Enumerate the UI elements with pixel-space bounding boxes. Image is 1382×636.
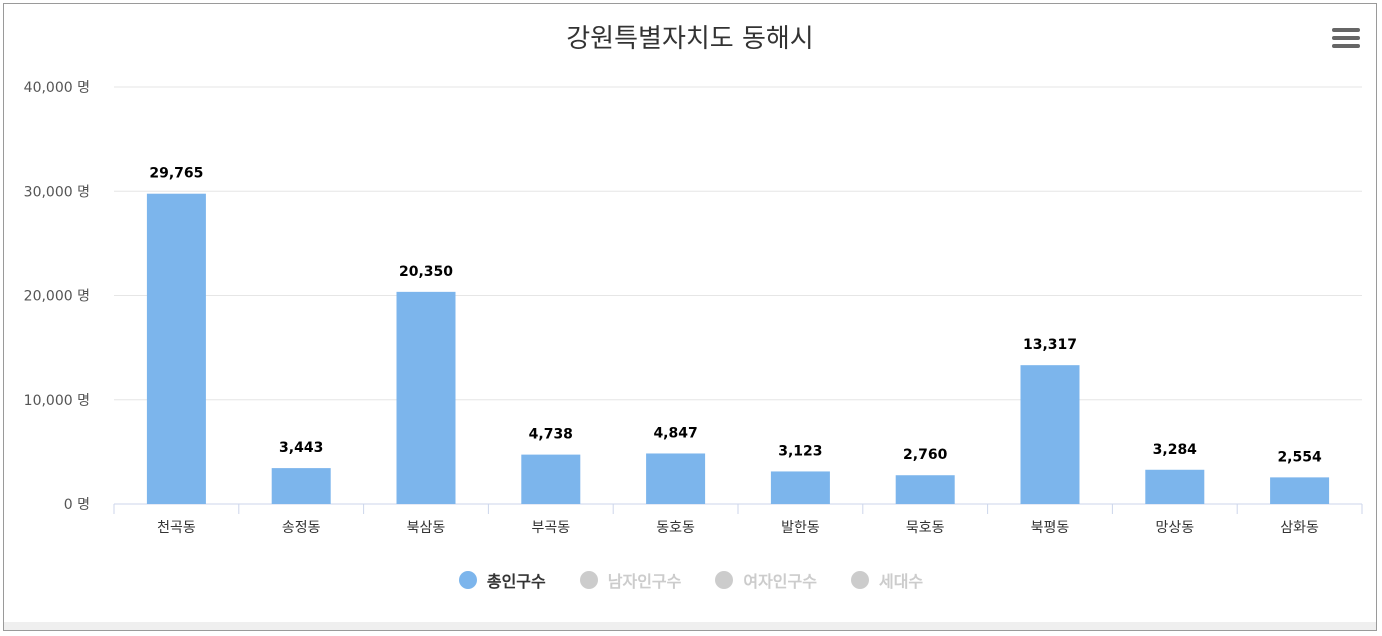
x-tick-label: 발한동 <box>781 520 820 536</box>
data-label: 20,350 <box>399 264 453 280</box>
data-label: 4,738 <box>529 427 573 443</box>
bar <box>646 453 706 504</box>
data-label: 13,317 <box>1023 337 1077 353</box>
data-label: 4,847 <box>653 425 697 441</box>
x-tick-label: 부곡동 <box>531 520 570 536</box>
legend-label: 남자인구수 <box>607 572 682 591</box>
bar <box>1020 365 1080 504</box>
data-label: 3,284 <box>1153 442 1198 458</box>
legend-marker <box>715 571 734 589</box>
legend-item-female-population[interactable]: 여자인구수 <box>715 568 817 592</box>
legend-label: 총인구수 <box>486 572 546 591</box>
chart-title: 강원특별자치도 동해시 <box>566 24 814 54</box>
y-tick-label: 0 명 <box>64 497 90 513</box>
legend-marker <box>850 571 869 589</box>
x-tick-label: 망상동 <box>1155 520 1194 536</box>
bar <box>146 193 206 504</box>
legend-item-male-population[interactable]: 남자인구수 <box>579 568 682 592</box>
legend-label: 세대수 <box>878 572 924 591</box>
bottom-strip <box>4 622 1376 630</box>
data-label: 2,760 <box>903 447 948 463</box>
bar <box>271 468 331 504</box>
y-tick-label: 20,000 명 <box>24 289 90 305</box>
legend-marker <box>579 571 598 589</box>
y-tick-label: 10,000 명 <box>24 393 90 409</box>
x-tick-label: 동호동 <box>656 520 695 536</box>
bar <box>396 291 456 504</box>
data-label: 2,554 <box>1277 449 1322 465</box>
x-tick-label: 천곡동 <box>157 520 196 536</box>
legend-item-households[interactable]: 세대수 <box>850 568 924 592</box>
x-tick-label: 묵호동 <box>906 520 945 536</box>
bar <box>1270 477 1330 504</box>
x-tick-label: 송정동 <box>282 520 321 536</box>
hamburger-menu-icon[interactable] <box>1332 28 1360 54</box>
x-tick-label: 북삼동 <box>407 520 446 536</box>
bar <box>895 475 955 504</box>
legend-item-total-population[interactable]: 총인구수 <box>458 568 546 592</box>
x-tick-label: 북평동 <box>1031 520 1070 536</box>
y-tick-label: 30,000 명 <box>24 184 90 200</box>
bar <box>770 471 830 504</box>
legend-marker <box>458 571 477 589</box>
chart-container: 강원특별자치도 동해시 <box>3 3 1377 631</box>
legend-label: 여자인구수 <box>743 572 817 591</box>
x-tick-label: 삼화동 <box>1280 520 1319 536</box>
legend: 총인구수 남자인구수 여자인구수 세대수 <box>0 568 1382 592</box>
bar <box>1145 469 1205 504</box>
bar <box>521 454 581 504</box>
data-label: 3,443 <box>279 440 323 456</box>
data-label: 3,123 <box>778 443 822 459</box>
y-tick-label: 40,000 명 <box>24 80 90 96</box>
data-label: 29,765 <box>149 166 203 182</box>
